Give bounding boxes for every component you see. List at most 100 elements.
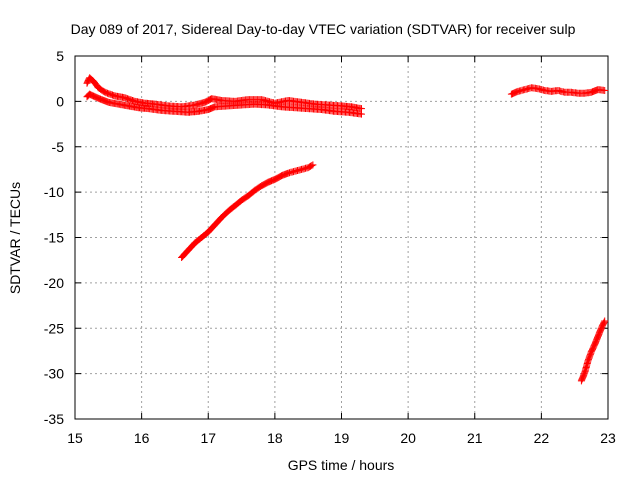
data-point	[134, 100, 136, 103]
data-point	[530, 86, 533, 89]
data-point	[300, 101, 303, 104]
series-markers	[178, 161, 317, 261]
data-point	[523, 88, 526, 91]
data-point	[537, 87, 539, 90]
axis-ticks	[74, 55, 609, 420]
data-point	[204, 101, 206, 104]
data-point	[97, 86, 100, 89]
data-point	[207, 231, 210, 233]
data-point	[280, 174, 283, 177]
data-point	[260, 98, 263, 101]
data-point	[327, 104, 329, 106]
y-tick-label: 5	[56, 48, 64, 64]
data-point	[590, 91, 593, 94]
y-tick-labels: 5 0 -5 -10 -15 -20 -25 -30 -35	[44, 48, 64, 427]
data-point	[597, 335, 599, 338]
data-point	[100, 98, 103, 101]
y-tick-label: -15	[44, 230, 64, 246]
data-point	[180, 106, 183, 108]
data-point	[197, 110, 200, 113]
x-tick-label: 23	[600, 430, 616, 446]
data-point	[247, 194, 250, 197]
data-point	[570, 91, 573, 94]
data-point	[160, 109, 163, 112]
data-series	[83, 74, 609, 385]
data-point	[254, 103, 256, 105]
data-point	[360, 107, 363, 110]
data-point	[260, 184, 263, 187]
data-point	[154, 103, 156, 105]
data-point	[510, 93, 513, 95]
x-tick-label: 15	[67, 430, 83, 446]
series-arc-2	[178, 161, 317, 261]
data-point	[147, 107, 150, 110]
data-point	[254, 189, 256, 192]
data-point	[200, 236, 203, 239]
x-tick-label: 16	[134, 430, 150, 446]
data-point	[227, 105, 230, 107]
series-arc-1-lower	[83, 90, 365, 118]
data-point	[340, 105, 343, 107]
x-tick-label: 22	[534, 430, 550, 446]
data-point	[210, 97, 213, 100]
data-point	[92, 80, 95, 83]
data-point	[307, 166, 309, 169]
data-point	[267, 104, 270, 106]
data-point	[114, 95, 116, 97]
series-arc-4	[577, 317, 609, 385]
data-point	[597, 88, 599, 91]
series-markers	[577, 317, 609, 385]
data-point	[603, 89, 606, 92]
data-point	[590, 351, 593, 353]
y-tick-label: -10	[44, 184, 64, 200]
data-point	[274, 178, 276, 181]
data-point	[187, 111, 190, 114]
data-point	[294, 106, 296, 109]
data-point	[300, 168, 303, 171]
data-point	[347, 111, 349, 114]
series-arc-3	[507, 84, 609, 98]
y-axis-title: SDTVAR / TECUs	[7, 182, 23, 294]
data-point	[583, 92, 586, 95]
data-point	[543, 89, 546, 92]
data-point	[603, 320, 606, 322]
data-point	[180, 256, 183, 259]
data-point	[557, 89, 559, 92]
data-point	[267, 181, 270, 183]
data-point	[320, 108, 323, 111]
data-point	[214, 106, 216, 108]
y-tick-label: -35	[44, 411, 64, 427]
x-tick-labels: 15 16 17 18 19 20 21 22 23	[67, 430, 616, 446]
data-point	[294, 170, 296, 173]
data-point	[194, 104, 196, 106]
y-tick-label: -20	[44, 275, 64, 291]
data-point	[194, 242, 196, 244]
data-point	[214, 223, 216, 226]
x-tick-label: 17	[200, 430, 216, 446]
data-point	[187, 249, 190, 252]
x-tick-label: 19	[334, 430, 350, 446]
data-point	[144, 102, 146, 104]
data-point	[167, 105, 170, 107]
data-point	[94, 96, 96, 98]
data-point	[287, 172, 290, 174]
data-point	[107, 101, 110, 104]
data-point	[350, 106, 353, 108]
data-point	[280, 106, 283, 108]
data-point	[127, 105, 130, 107]
chart-title: Day 089 of 2017, Sidereal Day-to-day VTE…	[71, 21, 576, 37]
data-point	[86, 82, 88, 85]
data-point	[563, 91, 566, 94]
data-point	[517, 90, 519, 93]
data-point	[137, 106, 140, 109]
data-point	[580, 380, 583, 382]
data-point	[307, 107, 309, 110]
y-tick-label: -5	[52, 139, 65, 155]
data-point	[240, 199, 243, 202]
data-point	[104, 91, 106, 94]
data-point	[234, 204, 236, 207]
data-point	[117, 103, 120, 105]
data-point	[600, 327, 603, 330]
grid-lines	[75, 56, 608, 419]
